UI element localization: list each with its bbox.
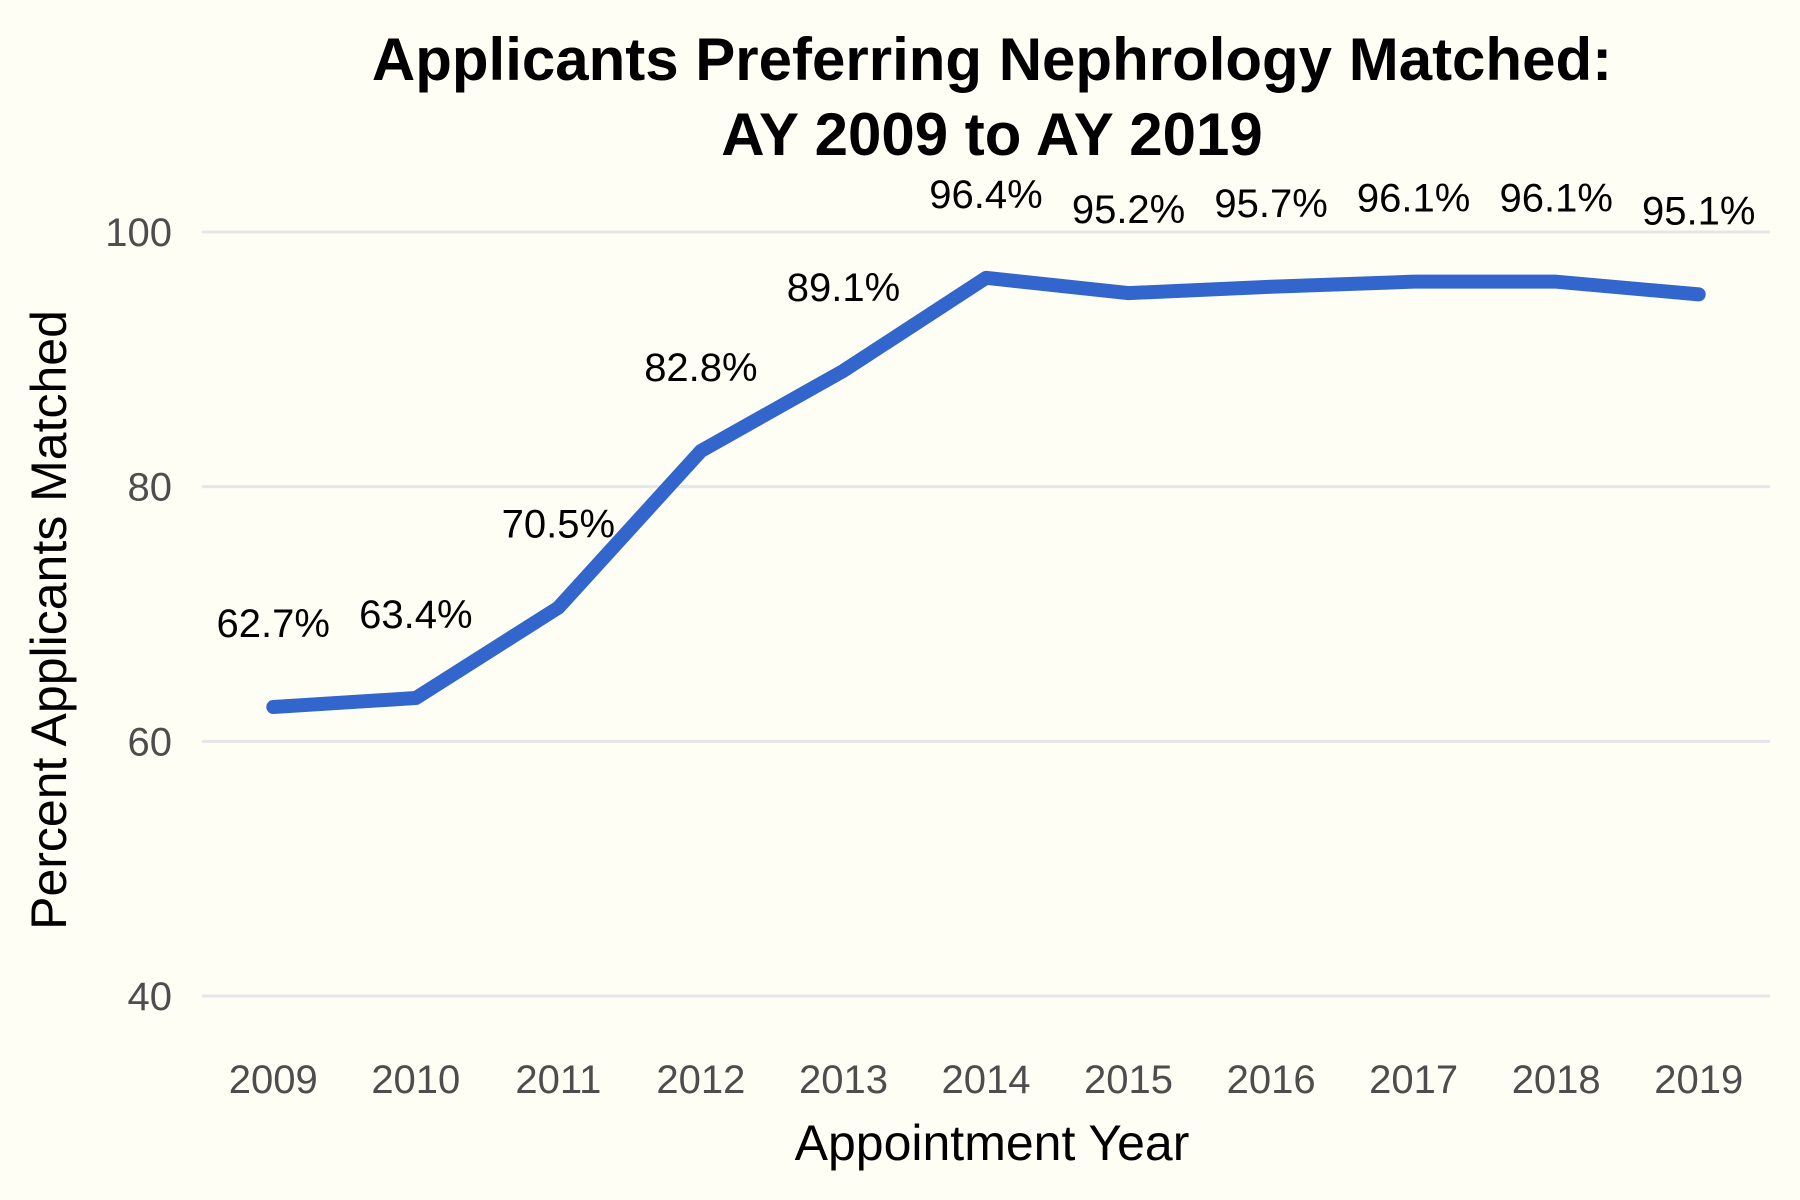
data-label: 63.4% <box>359 593 472 637</box>
data-point <box>1269 284 1274 289</box>
y-axis-title: Percent Applicants Matched <box>21 310 77 930</box>
x-tick-label: 2016 <box>1227 1058 1316 1102</box>
data-label: 82.8% <box>644 346 757 390</box>
y-axis-ticks: 40 60 80 100 <box>105 211 172 1019</box>
x-axis-ticks: 2009 2010 2011 2012 2013 2014 2015 2016 2017 2018… <box>229 1058 1743 1102</box>
x-tick-label: 2011 <box>515 1058 601 1102</box>
data-label: 89.1% <box>787 266 900 310</box>
series-line <box>266 270 1706 714</box>
data-label: 96.4% <box>929 173 1042 217</box>
y-tick-label: 60 <box>128 720 173 764</box>
data-label: 95.2% <box>1072 188 1185 232</box>
data-label: 70.5% <box>502 503 615 547</box>
chart-title-line-1: Applicants Preferring Nephrology Matched… <box>372 26 1612 93</box>
x-tick-label: 2014 <box>942 1058 1031 1102</box>
data-point <box>841 368 846 373</box>
data-point <box>1411 279 1416 284</box>
gridlines <box>202 230 1770 998</box>
y-tick-label: 40 <box>128 975 173 1019</box>
x-tick-label: 2015 <box>1084 1058 1173 1102</box>
data-point <box>413 696 418 701</box>
data-point <box>698 449 703 454</box>
data-point <box>984 275 988 280</box>
y-tick-label: 100 <box>105 211 172 255</box>
x-tick-label: 2010 <box>371 1058 460 1102</box>
x-tick-label: 2018 <box>1512 1058 1601 1102</box>
chart-title: Applicants Preferring Nephrology Matched… <box>372 26 1612 168</box>
x-tick-label: 2017 <box>1369 1058 1458 1102</box>
x-tick-label: 2013 <box>799 1058 888 1102</box>
data-point <box>271 704 276 709</box>
data-label: 96.1% <box>1499 177 1612 221</box>
data-label: 96.1% <box>1357 177 1470 221</box>
data-point <box>1554 279 1559 284</box>
x-tick-label: 2012 <box>656 1058 745 1102</box>
series-layer <box>266 270 1706 714</box>
data-labels: 62.7% 63.4% 70.5% 82.8% 89.1% 96.4% 95.2% 95.7%… <box>217 173 1756 646</box>
x-tick-label: 2009 <box>229 1058 318 1102</box>
chart-title-line-2: AY 2009 to AY 2019 <box>721 101 1263 168</box>
data-label: 95.7% <box>1214 182 1327 226</box>
data-point <box>1696 292 1701 297</box>
data-point <box>1126 291 1131 296</box>
data-point <box>556 605 561 610</box>
x-axis-title: Appointment Year <box>795 1115 1190 1171</box>
data-label: 95.1% <box>1642 189 1755 233</box>
data-label: 62.7% <box>217 602 330 646</box>
y-tick-label: 80 <box>128 466 173 510</box>
x-tick-label: 2019 <box>1654 1058 1743 1102</box>
